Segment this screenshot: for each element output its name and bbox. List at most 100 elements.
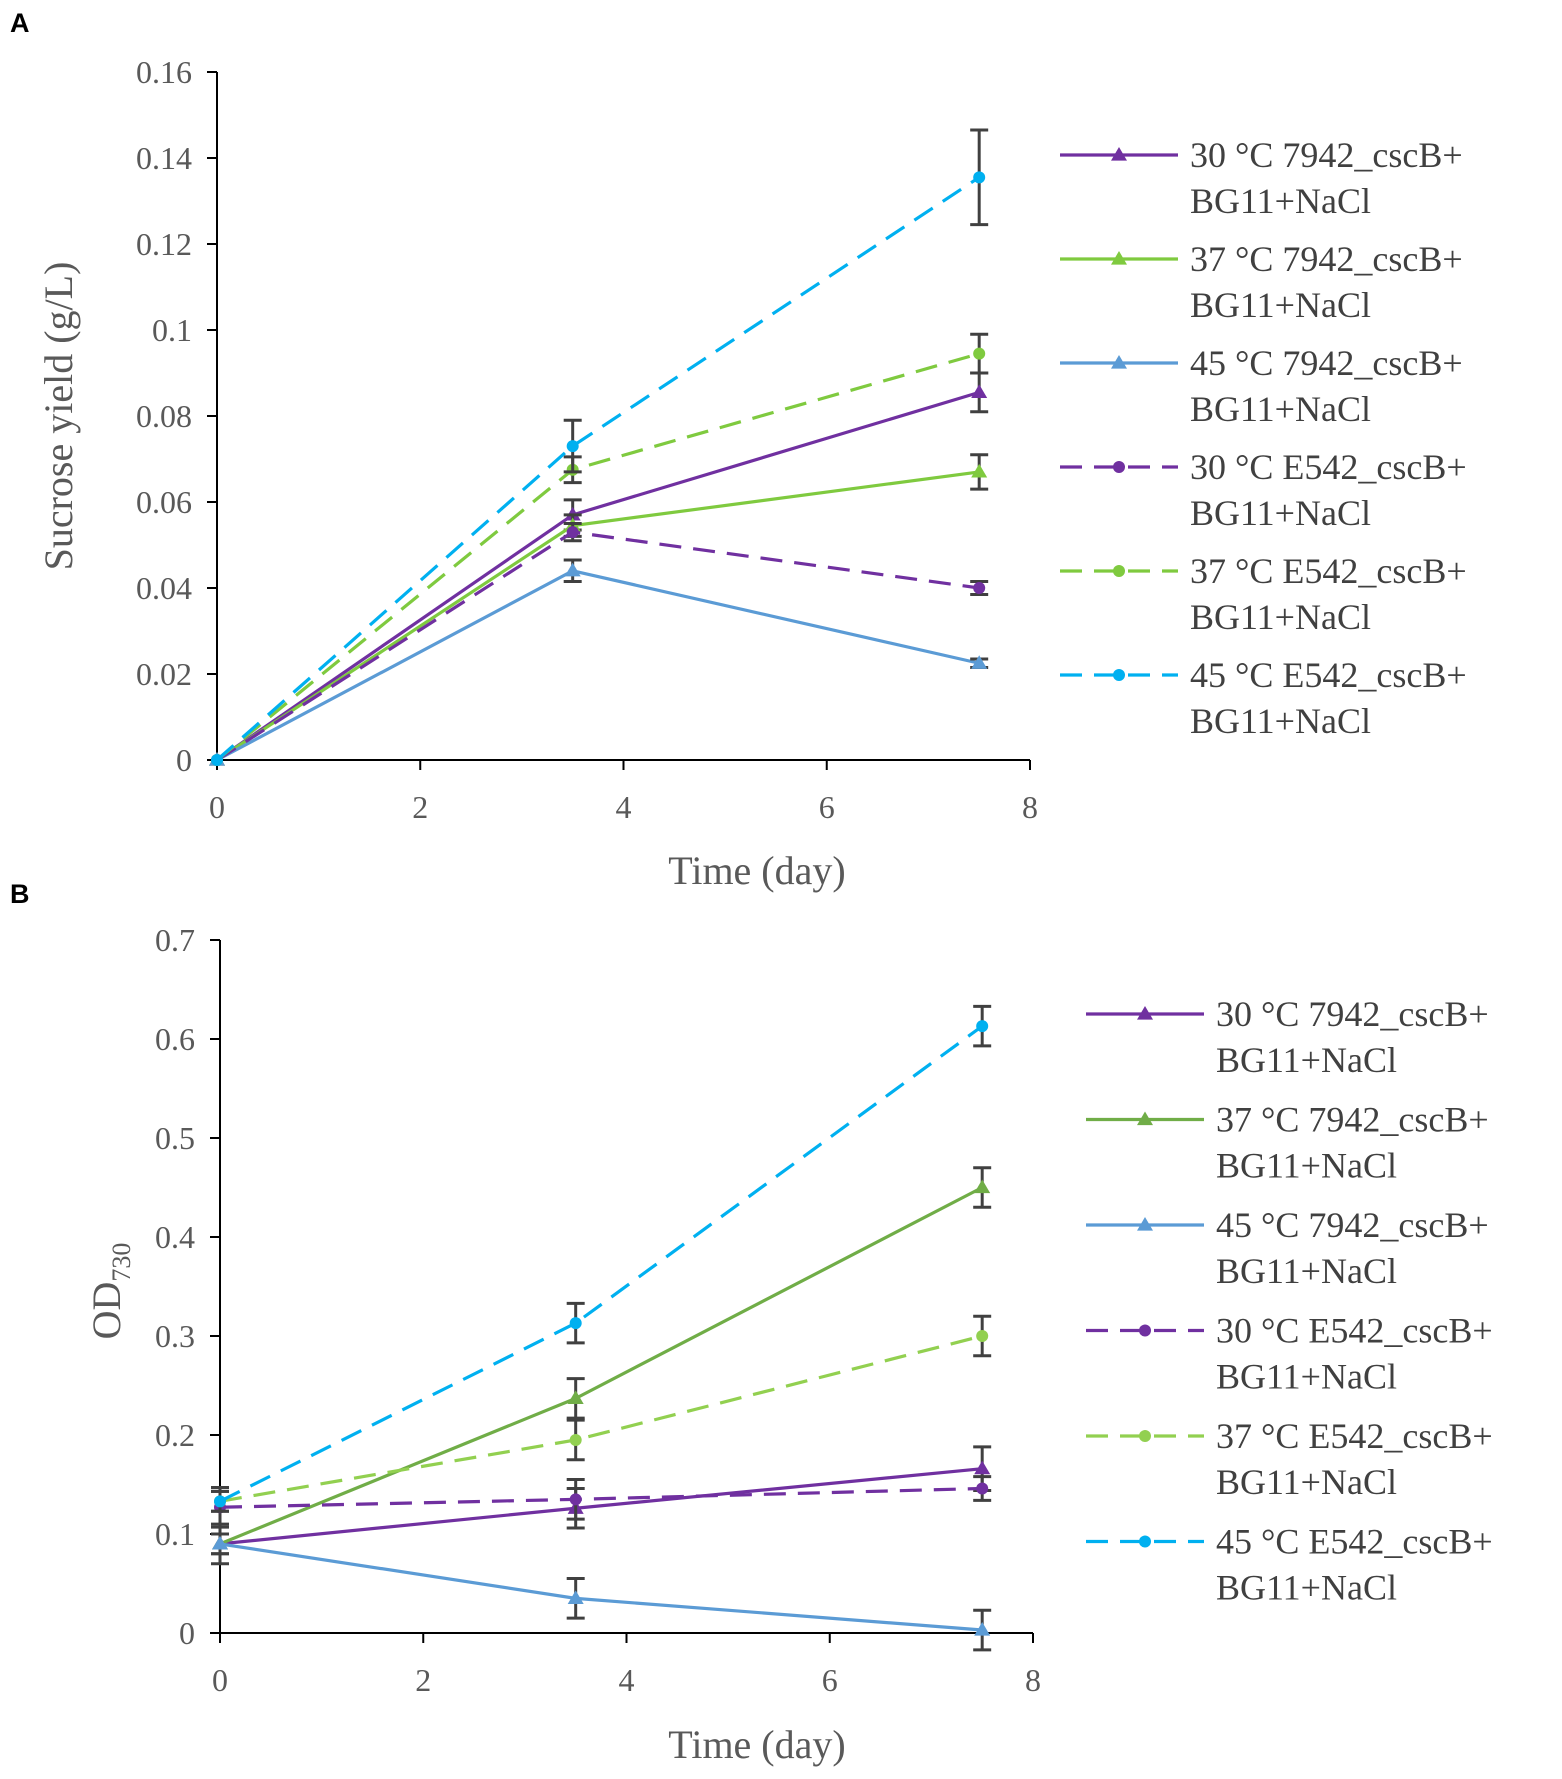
y-tick-label: 0.4 [155, 1219, 195, 1255]
legend-entry-0: 30 °C 7942_cscB+ BG11+NaCl [1060, 135, 1463, 221]
data-point [971, 384, 988, 398]
x-axis-title: Time (day) [668, 848, 845, 893]
data-point [569, 1493, 582, 1506]
series-0 [209, 371, 989, 766]
series-5 [211, 128, 989, 766]
y-axis-title-main: OD [84, 1282, 129, 1340]
legend-label: 37 °C 7942_cscB+ [1190, 239, 1463, 279]
series-1 [211, 1166, 992, 1556]
legend-label-line2: BG11+NaCl [1190, 597, 1371, 637]
legend-label: 45 °C E542_cscB+ [1190, 655, 1467, 695]
legend-label: 37 °C 7942_cscB+ [1216, 1100, 1489, 1140]
data-point [973, 171, 986, 184]
legend-label-line2: BG11+NaCl [1190, 389, 1371, 429]
legend-swatch-marker [1111, 251, 1127, 265]
legend-swatch-marker [1137, 1217, 1153, 1231]
data-point [566, 440, 579, 453]
series-line [219, 1334, 983, 1503]
series-line [216, 530, 980, 762]
legend-label: 30 °C 7942_cscB+ [1190, 135, 1463, 175]
series-1 [209, 453, 989, 766]
data-point [214, 1495, 226, 1508]
legend-entry-5: 45 °C E542_cscB+ BG11+NaCl [1060, 655, 1467, 741]
legend-swatch-marker [1139, 1324, 1151, 1337]
y-axis-title-subscript: 730 [107, 1243, 136, 1282]
y-tick-label: 0.16 [136, 54, 192, 90]
series-line [216, 470, 980, 762]
data-point [567, 1390, 584, 1404]
data-point [973, 582, 986, 594]
data-point [569, 1317, 582, 1330]
legend-entry-1: 37 °C 7942_cscB+ BG11+NaCl [1086, 1100, 1489, 1186]
legend-swatch-marker [1139, 1430, 1151, 1442]
data-point [211, 754, 223, 766]
legend-label-line2: BG11+NaCl [1216, 1251, 1397, 1291]
data-point [974, 1460, 991, 1475]
y-tick-label: 0 [176, 742, 192, 778]
x-tick-label: 8 [1022, 789, 1038, 825]
y-axis-title-main: Sucrose yield (g/L) [36, 262, 81, 571]
y-tick-label: 0.2 [155, 1417, 195, 1453]
y-tick-label: 0.1 [155, 1516, 195, 1552]
data-point [976, 1330, 989, 1342]
data-point [971, 463, 988, 478]
x-tick-label: 0 [212, 1662, 228, 1698]
y-tick-label: 0.04 [136, 570, 192, 606]
legend-entry-4: 37 °C E542_cscB+ BG11+NaCl [1060, 551, 1467, 637]
data-point [974, 1179, 991, 1194]
legend-swatch-marker [1139, 1535, 1151, 1548]
x-tick-label: 6 [822, 1662, 838, 1698]
y-tick-label: 0.02 [136, 656, 192, 692]
data-point [976, 1482, 989, 1495]
legend-label: 45 °C 7942_cscB+ [1190, 343, 1463, 383]
data-point [569, 1433, 582, 1446]
data-point [976, 1020, 989, 1033]
x-tick-label: 0 [209, 789, 225, 825]
legend-label-line2: BG11+NaCl [1190, 181, 1371, 221]
legend-label: 30 °C 7942_cscB+ [1216, 994, 1489, 1034]
legend-entry-1: 37 °C 7942_cscB+ BG11+NaCl [1060, 239, 1463, 325]
data-point [564, 562, 581, 577]
legend-entry-3: 30 °C E542_cscB+ BG11+NaCl [1086, 1311, 1493, 1397]
y-tick-label: 0.6 [155, 1021, 195, 1057]
legend-label-line2: BG11+NaCl [1216, 1357, 1397, 1397]
y-tick-label: 0 [179, 1615, 195, 1651]
y-tick-label: 0.3 [155, 1318, 195, 1354]
legend-swatch-marker [1111, 355, 1127, 369]
data-point [212, 1535, 228, 1550]
series-line [219, 1542, 983, 1632]
chart-panel-a: A 0 0.02 0.04 0.06 0.08 0.1 0.12 0.14 0.16 0 2 4 6 8 Ti… [10, 8, 1467, 893]
data-point [973, 347, 986, 360]
x-tick-label: 8 [1025, 1662, 1041, 1698]
legend-entry-0: 30 °C 7942_cscB+ BG11+NaCl [1086, 994, 1489, 1080]
x-tick-label: 4 [619, 1662, 635, 1698]
y-tick-label: 0.1 [152, 312, 192, 348]
data-point [567, 1590, 584, 1604]
legend-label-line2: BG11+NaCl [1216, 1462, 1397, 1502]
legend-label-line2: BG11+NaCl [1216, 1146, 1397, 1186]
panel-letter: A [10, 8, 30, 38]
y-tick-label: 0.7 [155, 922, 195, 958]
legend-entry-2: 45 °C 7942_cscB+ BG11+NaCl [1060, 343, 1463, 429]
panel-letter: B [10, 879, 30, 909]
x-axis-title: Time (day) [668, 1722, 845, 1767]
legend-swatch-marker [1113, 669, 1125, 681]
x-tick-label: 2 [412, 789, 428, 825]
legend-swatch-marker [1137, 1111, 1153, 1126]
legend-label: 45 °C E542_cscB+ [1216, 1522, 1493, 1562]
legend-label: 37 °C E542_cscB+ [1216, 1416, 1493, 1456]
x-tick-label: 6 [819, 789, 835, 825]
legend-label-line2: BG11+NaCl [1216, 1040, 1397, 1080]
legend-label-line2: BG11+NaCl [1190, 285, 1371, 325]
legend-label-line2: BG11+NaCl [1190, 701, 1371, 741]
legend-label: 30 °C E542_cscB+ [1190, 447, 1467, 487]
series-3 [211, 522, 989, 766]
legend-entry-4: 37 °C E542_cscB+ BG11+NaCl [1086, 1416, 1493, 1502]
series-line [219, 1024, 984, 1503]
legend-entry-5: 45 °C E542_cscB+ BG11+NaCl [1086, 1522, 1493, 1608]
legend-swatch-marker [1113, 461, 1125, 473]
series-line [215, 176, 981, 762]
x-tick-label: 4 [616, 789, 632, 825]
legend-swatch-marker [1137, 1006, 1153, 1020]
